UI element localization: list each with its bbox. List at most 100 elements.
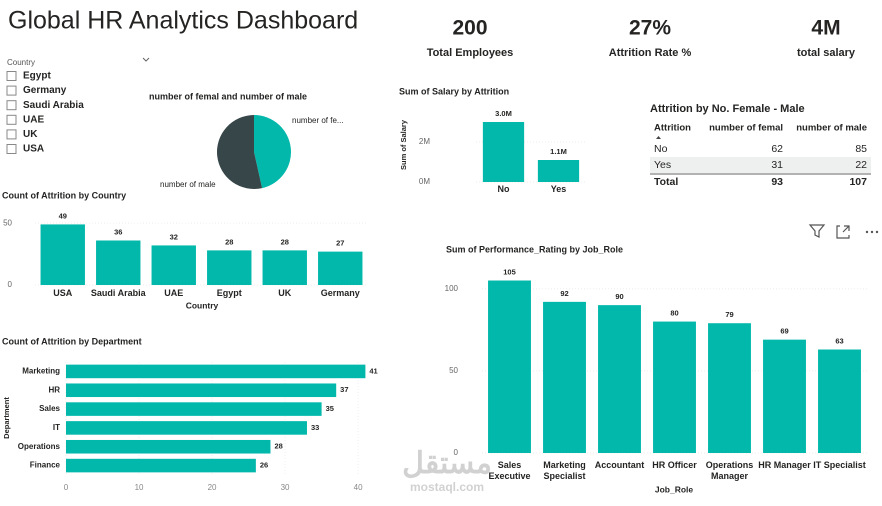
chart-title: Sum of Performance_Rating by Job_Role (446, 244, 623, 254)
table-header: Attrition (654, 123, 691, 134)
x-tick-label: 30 (281, 483, 290, 492)
y-tick-label: Sales (39, 404, 60, 413)
x-tick-label: HR Officer (652, 460, 697, 470)
slicer-chevron[interactable] (142, 57, 150, 62)
value-label: 33 (311, 423, 319, 432)
x-tick-label: IT Specialist (813, 460, 866, 470)
x-tick-label: 0 (64, 483, 69, 492)
chart-title: Count of Attrition by Department (2, 336, 142, 346)
focus-icon[interactable] (836, 225, 850, 239)
table-header: number of male (796, 123, 867, 134)
table-header: number of femal (709, 123, 783, 134)
table-total: 107 (849, 176, 867, 188)
bar (96, 240, 141, 285)
slicer-item[interactable]: UK (23, 129, 38, 140)
filter-icon[interactable] (808, 224, 826, 238)
x-tick-label: Saudi Arabia (90, 288, 146, 298)
value-label: 32 (170, 232, 178, 241)
bar (537, 160, 580, 182)
checkbox[interactable] (6, 129, 17, 140)
bar (207, 250, 252, 285)
value-label: 80 (670, 309, 678, 318)
table-cell: Yes (654, 159, 671, 171)
watermark-latin: mostaql.com (410, 480, 484, 494)
table-total: Total (654, 176, 678, 188)
x-axis-title: Job_Role (655, 484, 694, 494)
bar (763, 339, 806, 453)
y-tick-label: 100 (445, 284, 459, 293)
value-label: 41 (369, 366, 377, 375)
slicer-item[interactable]: Germany (23, 85, 67, 96)
bar (66, 402, 322, 416)
value-label: 49 (59, 211, 67, 220)
value-label: 35 (326, 404, 334, 413)
chart-title: Count of Attrition by Country (2, 190, 126, 200)
kpi-label: total salary (797, 47, 856, 59)
value-label: 37 (340, 385, 348, 394)
x-tick-label: UK (278, 288, 292, 298)
bar (653, 321, 696, 453)
chart-title: number of femal and number of male (149, 91, 307, 101)
checkbox[interactable] (6, 114, 17, 125)
row-band (650, 157, 871, 173)
more-icon[interactable] (865, 230, 879, 234)
table-total: 93 (771, 176, 783, 188)
value-label: 90 (615, 292, 623, 301)
checkbox[interactable] (6, 85, 17, 96)
value-label: 79 (725, 310, 733, 319)
y-tick-label: 0 (8, 280, 13, 289)
value-label: 28 (274, 442, 282, 451)
x-tick-label: Yes (550, 184, 567, 194)
value-label: 27 (336, 239, 344, 248)
slicer-title: Country (7, 58, 35, 67)
value-label: 28 (225, 237, 233, 246)
bar (488, 280, 531, 453)
bar (262, 250, 307, 285)
table-cell: No (654, 143, 668, 155)
value-label: 1.1M (550, 147, 567, 156)
checkbox[interactable] (6, 100, 17, 111)
bar (598, 305, 641, 453)
checkbox[interactable] (6, 71, 17, 81)
dashboard-title: Global HR Analytics Dashboard (8, 7, 358, 35)
table-cell: 85 (855, 143, 867, 155)
bar (708, 323, 751, 453)
y-tick-label: 0 (454, 448, 459, 457)
bar (318, 251, 363, 285)
bar (66, 364, 366, 379)
x-tick-label: Operations Manager (705, 460, 754, 481)
kpi-value: 27% (629, 17, 671, 40)
slicer-item[interactable]: UAE (23, 114, 44, 125)
x-tick-label: 40 (354, 483, 363, 492)
visual-icons[interactable] (808, 224, 879, 239)
watermark-arabic: مستقل (402, 447, 492, 480)
sort-arrow (656, 136, 661, 139)
table-title: Attrition by No. Female - Male (650, 103, 805, 115)
value-label: 36 (114, 227, 122, 236)
x-tick-label: Sales Executive (488, 460, 531, 481)
slicer-item[interactable]: Saudi Arabia (23, 100, 84, 111)
table-cell: 62 (771, 143, 783, 155)
x-tick-label: Marketing Specialist (543, 460, 586, 481)
slicer-item[interactable]: Egypt (23, 71, 51, 82)
value-label: 26 (260, 461, 268, 470)
slice-label: number of male (160, 180, 216, 189)
x-tick-label: 20 (208, 483, 217, 492)
kpi-label: Total Employees (427, 47, 514, 59)
y-tick-label: Operations (18, 442, 61, 451)
y-tick-label: HR (48, 385, 60, 394)
slicer-item[interactable]: USA (23, 144, 44, 155)
checkbox[interactable] (6, 144, 17, 154)
x-tick-label: Germany (320, 288, 360, 298)
slice-label: number of fe... (292, 116, 344, 125)
x-tick-label: Egypt (216, 288, 242, 298)
kpi-value: 200 (452, 17, 487, 40)
y-tick-label: IT (53, 423, 60, 432)
chart-title: Sum of Salary by Attrition (399, 86, 509, 96)
bar (818, 349, 861, 453)
bar (151, 245, 196, 285)
bar (40, 224, 85, 285)
value-label: 28 (281, 237, 289, 246)
